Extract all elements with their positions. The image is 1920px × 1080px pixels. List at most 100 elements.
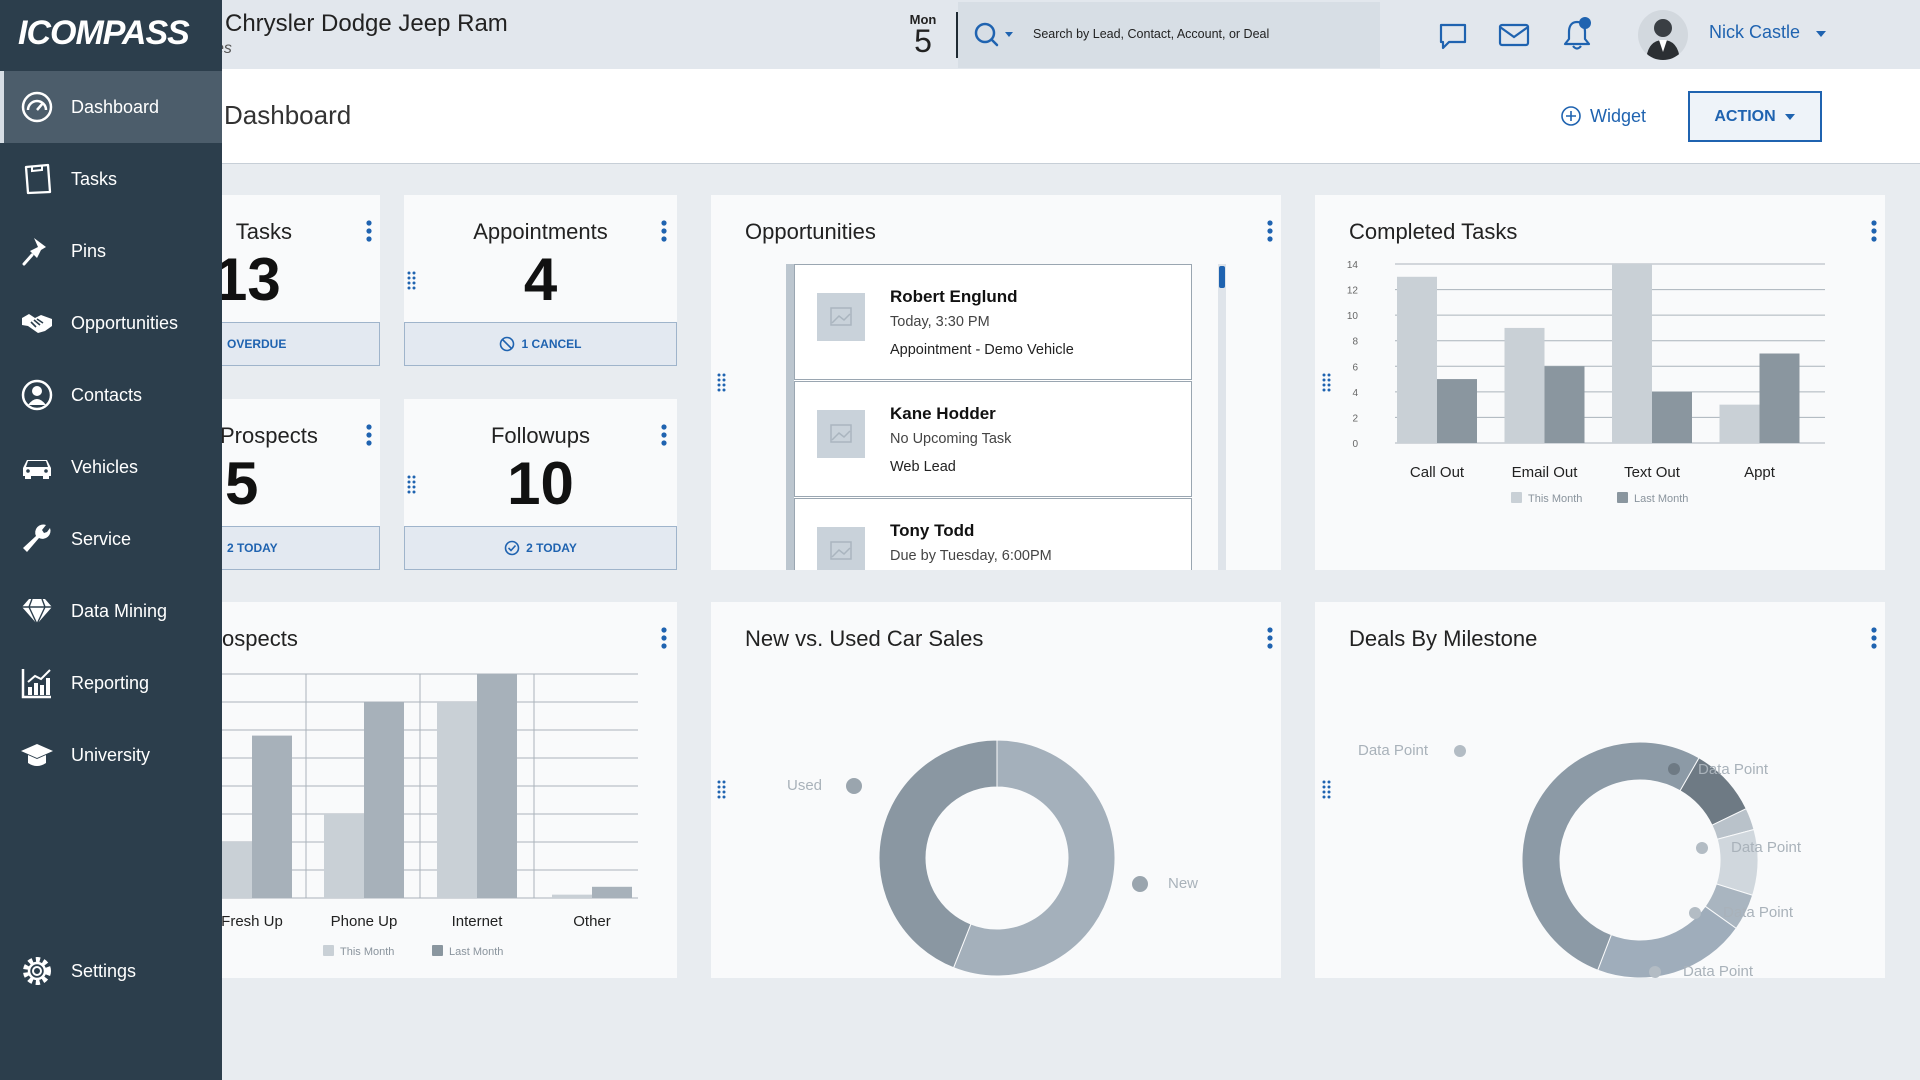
sidebar-item-label: Dashboard: [71, 96, 160, 117]
list-item[interactable]: Kane Hodder No Upcoming Task Web Lead: [794, 381, 1192, 497]
today-footer-button[interactable]: 2 TODAY: [220, 526, 380, 570]
bar: [592, 886, 632, 898]
search-input[interactable]: Search by Lead, Contact, Account, or Dea…: [1033, 27, 1270, 41]
sidebar-item-data-mining[interactable]: Data Mining: [0, 575, 222, 647]
pin-icon: [22, 238, 46, 266]
car-icon: [23, 460, 51, 479]
bar: [1437, 379, 1477, 443]
drag-handle-icon[interactable]: [1322, 780, 1332, 800]
kpi-value: 5: [225, 450, 259, 517]
slice-label: Data Point: [1358, 742, 1429, 759]
kpi-card-followups: Followups 10 2 TODAY: [404, 399, 677, 570]
drag-handle-icon[interactable]: [717, 780, 727, 800]
search-icon[interactable]: [972, 20, 1016, 48]
kpi-title: Prospects: [220, 423, 318, 448]
cancel-footer-button[interactable]: 1 CANCEL: [404, 322, 677, 366]
plus-circle-icon: [1561, 106, 1581, 126]
graduation-cap-icon: [21, 744, 53, 766]
kebab-menu-icon[interactable]: [660, 423, 668, 449]
search-box[interactable]: [958, 2, 1380, 68]
person-icon: [21, 379, 53, 411]
scrollbar-thumb[interactable]: [1219, 266, 1225, 288]
car-sales-card: New vs. Used Car Sales New Used: [711, 602, 1281, 978]
dealer-name[interactable]: Chrysler Dodge Jeep Ram: [225, 10, 508, 37]
sidebar-item-service[interactable]: Service: [0, 503, 222, 575]
x-tick-label: Phone Up: [331, 913, 398, 930]
mail-icon[interactable]: [1498, 23, 1530, 47]
drag-handle-icon[interactable]: [407, 475, 417, 495]
scrollbar[interactable]: [1218, 264, 1226, 570]
y-tick-label: 8: [1352, 337, 1358, 348]
kebab-menu-icon[interactable]: [1266, 219, 1274, 245]
list-item[interactable]: Robert Englund Today, 3:30 PM Appointmen…: [794, 264, 1192, 380]
legend-label: Last Month: [1634, 493, 1688, 505]
kpi-value: 4: [523, 246, 558, 313]
bar: [222, 842, 252, 898]
y-tick-label: 0: [1352, 439, 1358, 450]
kebab-menu-icon[interactable]: [365, 423, 373, 449]
action-label: ACTION: [1714, 107, 1776, 125]
bar: [1544, 366, 1585, 443]
kpi-value: 10: [507, 450, 574, 517]
kebab-menu-icon[interactable]: [365, 219, 373, 245]
opportunity-detail: Today, 3:30 PM: [890, 314, 990, 330]
today-footer-button[interactable]: 2 TODAY: [404, 526, 677, 570]
handshake-icon: [22, 314, 52, 333]
completed-tasks-chart: 0 2 4 6 8 10 12 14 Call Out Email Out Text Out Appt…: [1347, 260, 1825, 505]
sidebar-item-label: Data Mining: [71, 600, 168, 621]
bell-icon[interactable]: [1560, 16, 1594, 52]
compass-logo[interactable]: ICOMPASS: [18, 14, 190, 52]
sidebar-item-reporting[interactable]: Reporting: [0, 647, 222, 719]
slice-label: Data Point: [1683, 963, 1754, 978]
chevron-down-icon[interactable]: [1815, 29, 1827, 39]
overdue-footer-button[interactable]: OVERDUE: [220, 322, 380, 366]
drag-handle-icon[interactable]: [717, 373, 727, 393]
sidebar-item-label: Vehicles: [71, 456, 139, 477]
y-tick-label: 12: [1347, 286, 1359, 297]
sidebar-item-university[interactable]: University: [0, 719, 222, 791]
date-weekday: Mon: [909, 12, 937, 27]
legend-swatch: [1617, 492, 1628, 503]
legend-dot: [846, 778, 862, 794]
legend-label: This Month: [1528, 493, 1582, 505]
diamond-icon: [22, 598, 52, 626]
sidebar-item-pins[interactable]: Pins: [0, 215, 222, 287]
opportunity-list[interactable]: Robert Englund Today, 3:30 PM Appointmen…: [786, 264, 1192, 570]
wrench-icon: [23, 524, 51, 552]
x-tick-label: Email Out: [1512, 464, 1579, 481]
kebab-menu-icon[interactable]: [1870, 219, 1878, 245]
chat-icon[interactable]: [1437, 21, 1469, 51]
x-tick-label: Appt: [1744, 464, 1776, 481]
bar: [1612, 264, 1652, 443]
list-item[interactable]: Tony Todd Due by Tuesday, 6:00PM: [794, 498, 1192, 570]
x-tick-label: Internet: [452, 913, 504, 930]
action-button[interactable]: ACTION: [1688, 91, 1822, 142]
opportunity-detail: Due by Tuesday, 6:00PM: [890, 548, 1052, 564]
cancel-icon: [500, 336, 515, 352]
kebab-menu-icon[interactable]: [1870, 626, 1878, 652]
kpi-title: Tasks: [235, 219, 292, 244]
add-widget-button[interactable]: Widget: [1560, 105, 1646, 127]
drag-handle-icon[interactable]: [407, 271, 417, 291]
sidebar-item-contacts[interactable]: Contacts: [0, 359, 222, 431]
sidebar: ICOMPASS Dashboard Tasks Pins Opportunit…: [0, 0, 222, 1080]
sidebar-item-tasks[interactable]: Tasks: [0, 143, 222, 215]
sidebar-item-label: Pins: [71, 240, 107, 261]
kebab-menu-icon[interactable]: [660, 219, 668, 245]
kpi-title: Appointments: [473, 219, 608, 244]
kebab-menu-icon[interactable]: [660, 626, 668, 652]
sidebar-item-vehicles[interactable]: Vehicles: [0, 431, 222, 503]
chart-icon: [21, 669, 51, 699]
user-name[interactable]: Nick Castle: [1709, 22, 1801, 42]
bar: [1719, 404, 1760, 443]
sidebar-item-dashboard[interactable]: Dashboard: [0, 71, 222, 143]
x-tick-label: Call Out: [1410, 464, 1465, 481]
drag-handle-icon[interactable]: [1322, 373, 1332, 393]
image-placeholder-icon: [817, 293, 865, 341]
deals-milestone-card: Deals By Milestone Data Point Data Point D…: [1315, 602, 1885, 978]
sidebar-item-settings[interactable]: Settings: [0, 935, 222, 1007]
kebab-menu-icon[interactable]: [1266, 626, 1274, 652]
avatar[interactable]: [1638, 10, 1688, 60]
sidebar-item-opportunities[interactable]: Opportunities: [0, 287, 222, 359]
bar: [477, 674, 517, 898]
